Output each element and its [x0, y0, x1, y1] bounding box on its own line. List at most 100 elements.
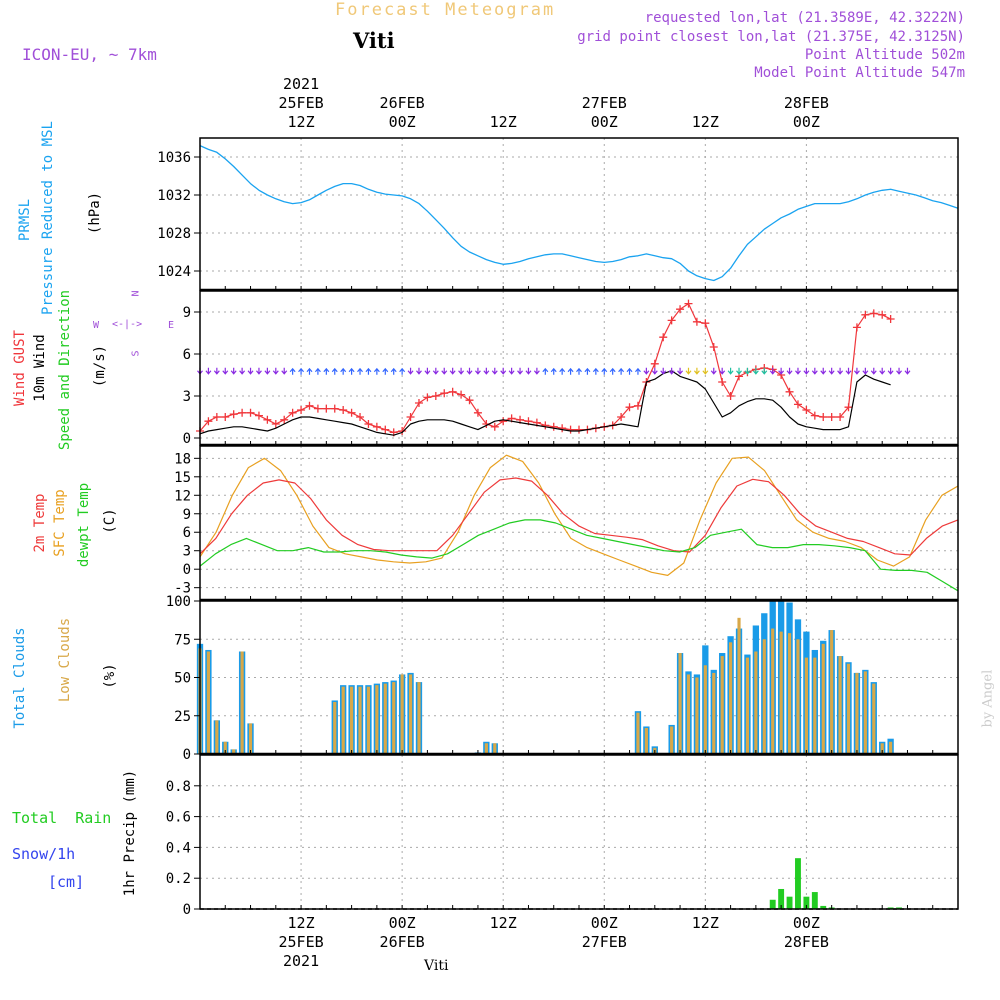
- wind-direction-arrow: [255, 367, 262, 375]
- gust-marker: [532, 418, 541, 427]
- low-cloud-bar: [863, 671, 867, 754]
- wind-direction-arrow: [736, 367, 742, 375]
- low-cloud-bar: [392, 682, 396, 754]
- low-cloud-bar: [653, 747, 657, 754]
- wind-direction-arrow: [904, 367, 911, 375]
- total-cloud-bar: [777, 601, 785, 754]
- low-cloud-bar: [248, 723, 253, 754]
- wind-direction-arrow: [365, 367, 372, 375]
- total-cloud-bar: [879, 741, 886, 754]
- top-time-label: 12Z: [490, 113, 517, 131]
- y-tick-label: 0.6: [166, 810, 191, 826]
- total-cloud-bar: [685, 671, 692, 754]
- total-cloud-bar: [356, 685, 364, 754]
- total-cloud-bar: [213, 720, 221, 754]
- low-cloud-bar: [703, 665, 707, 754]
- gust-marker: [196, 427, 204, 435]
- total-cloud-bar: [870, 682, 877, 754]
- y-tick-label: 0.2: [166, 871, 191, 887]
- gust-marker: [229, 410, 238, 419]
- y-tick-label: -3: [174, 581, 191, 597]
- y-tick-label: 6: [183, 347, 191, 363]
- low-cloud-bar: [240, 651, 244, 754]
- low-cloud-bar: [880, 743, 884, 754]
- gust-marker: [398, 427, 407, 435]
- wind-direction-arrow: [533, 367, 540, 375]
- wind-direction-arrow: [500, 367, 507, 375]
- low-cloud-bar: [712, 672, 716, 754]
- gust-marker: [600, 422, 609, 431]
- wind-direction-arrow: [660, 367, 667, 375]
- gust-marker: [238, 408, 247, 417]
- total-cloud-bar: [719, 653, 726, 754]
- total-rain-label: Total Rain: [12, 809, 112, 827]
- rain-bar: [887, 907, 894, 909]
- gust-marker: [372, 422, 381, 431]
- gust-marker: [473, 408, 482, 417]
- wind-direction-arrow: [357, 367, 363, 375]
- low-cloud-bar: [636, 712, 640, 754]
- wind-direction-arrow: [778, 367, 785, 375]
- compass-s: S: [130, 350, 142, 357]
- total-cloud-bar: [887, 738, 894, 754]
- gust-marker: [271, 420, 280, 428]
- low-cloud-bar: [358, 686, 362, 754]
- wind-direction-arrow: [727, 367, 734, 375]
- y-tick-label: 0.4: [166, 840, 191, 856]
- gust-marker: [406, 413, 415, 421]
- low-cloud-bar: [855, 672, 859, 754]
- y-tick-label: 0: [183, 902, 191, 918]
- gust-marker: [642, 378, 651, 386]
- total-cloud-bar: [365, 685, 372, 754]
- low-cloud-bar: [383, 683, 387, 754]
- panel-frame: [199, 600, 959, 755]
- wind-direction-arrow: [837, 367, 844, 375]
- wind-direction-arrow: [272, 367, 279, 375]
- total-cloud-bar: [373, 683, 381, 754]
- gust-marker: [701, 319, 710, 328]
- gust-marker: [591, 424, 600, 433]
- total-cloud-bar: [196, 643, 204, 754]
- gust-marker: [254, 411, 263, 420]
- low-cloud-bar: [821, 643, 825, 754]
- compass-icon: <-|->: [112, 319, 143, 330]
- wind-10m-label: 10m Wind: [32, 334, 48, 402]
- top-time-label: 12Z: [692, 113, 719, 131]
- wind-direction-arrow: [474, 367, 481, 375]
- wind-direction-arrow: [710, 367, 717, 375]
- total-cloud-bar: [702, 645, 709, 754]
- rain-bar: [778, 888, 785, 909]
- total-cloud-bar: [862, 669, 869, 754]
- point-altitude: Point Altitude 502m: [804, 47, 965, 63]
- low-cloud-bar: [206, 651, 211, 754]
- wind-direction-arrow: [626, 367, 633, 375]
- low-cloud-bar: [232, 749, 236, 754]
- wind-direction-arrow: [643, 367, 650, 375]
- wind-direction-arrow: [432, 367, 439, 375]
- total-cloud-bar: [828, 630, 835, 754]
- total-cloud-bar: [407, 672, 414, 754]
- wind-direction-arrow: [601, 367, 608, 375]
- rain-bar: [786, 896, 793, 909]
- gust-marker: [541, 421, 550, 430]
- rain-bar: [811, 892, 818, 909]
- wind-direction-arrow: [289, 367, 296, 375]
- rain-bar: [896, 907, 902, 909]
- top-time-label: 25FEB: [278, 94, 323, 112]
- wind-gust-label: Wind GUST: [12, 330, 28, 406]
- low-cloud-bar: [366, 686, 371, 754]
- panel-frame: [199, 137, 959, 291]
- header: Forecast Meteogram Viti ICON-EU, ~ 7km r…: [0, 0, 1000, 90]
- wind-direction-arrow: [769, 367, 776, 375]
- gust-marker: [575, 425, 583, 434]
- gust-marker: [297, 406, 306, 414]
- y-tick-label: 25: [174, 709, 191, 725]
- wind-direction-arrow: [820, 367, 827, 375]
- total-cloud-bar: [786, 602, 793, 754]
- wind-direction-arrow: [424, 367, 431, 375]
- gust-marker: [869, 309, 878, 318]
- gust-marker: [431, 392, 440, 400]
- wind-direction-arrow: [247, 367, 254, 375]
- wind-direction-arrow: [449, 367, 456, 375]
- low-cloud-bar: [686, 674, 691, 754]
